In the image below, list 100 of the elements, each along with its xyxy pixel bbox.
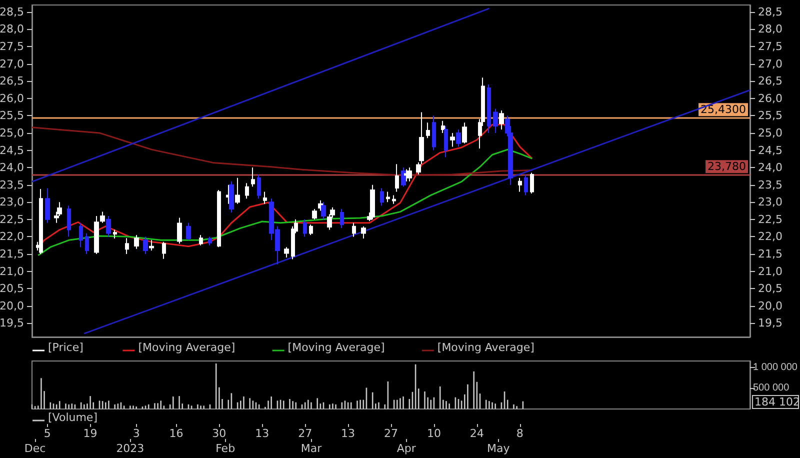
x2-tick-label: May — [487, 442, 510, 455]
candlestick — [392, 194, 396, 204]
candlestick — [361, 226, 366, 239]
candlestick — [530, 172, 534, 194]
candlestick — [251, 167, 255, 188]
y2-tick-label: 28,0 — [758, 22, 782, 36]
y2-tick-label: 19,5 — [758, 316, 782, 330]
y-tick-label: 22,0 — [0, 230, 24, 244]
candlestick — [67, 205, 71, 238]
y2-tick-label: 23,5 — [758, 178, 782, 192]
legend-label: [Moving Average] — [437, 341, 534, 354]
y-tick-label: 25,0 — [0, 126, 24, 140]
x2-tick-label: Mar — [300, 442, 322, 455]
x-tick-label: 13 — [341, 427, 356, 440]
candlestick — [432, 115, 436, 151]
candlestick — [79, 222, 83, 248]
y-tick-label: 26,5 — [0, 74, 24, 88]
x-tick-label: 16 — [169, 427, 184, 440]
y2-tick-label: 500 000 — [753, 382, 790, 394]
y2-tick-label: 25,0 — [758, 126, 782, 140]
y-tick-label: 24,5 — [0, 144, 24, 157]
y-tick-label: 27,5 — [0, 40, 24, 53]
candlestick — [312, 208, 317, 220]
y-tick-label: 26,0 — [0, 92, 24, 105]
x2-tick-label: Feb — [216, 442, 236, 455]
candlestick — [441, 120, 445, 134]
candlestick — [416, 162, 421, 175]
candlestick — [106, 215, 111, 238]
y-tick-label: 28,0 — [0, 22, 24, 36]
x-tick-label: 27 — [298, 427, 312, 440]
y2-tick-label: 20,0 — [758, 299, 782, 312]
candlestick — [45, 188, 50, 224]
y2-tick-label: 27,0 — [758, 57, 782, 70]
x2-tick-label: Dec — [24, 442, 46, 455]
y-tick-label: 21,0 — [0, 264, 24, 278]
legend-label: [Moving Average] — [288, 341, 385, 354]
x-tick-label: 30 — [212, 427, 226, 440]
candlestick — [199, 234, 203, 246]
y2-tick-label: 26,0 — [758, 92, 782, 105]
x2-tick-label: 2023 — [116, 442, 144, 455]
y-tick-label: 21,5 — [0, 248, 24, 260]
candlestick — [309, 224, 313, 236]
candlestick — [499, 110, 504, 130]
candlestick — [134, 234, 139, 250]
line-series — [37, 148, 533, 256]
candlestick — [395, 164, 399, 192]
candlestick — [235, 177, 240, 204]
candlestick — [100, 211, 105, 224]
candlestick — [450, 132, 455, 148]
y-tick-label: 28,5 — [0, 5, 24, 18]
y-tick-label: 27,0 — [0, 57, 24, 70]
y-tick-label: 20,5 — [0, 282, 24, 296]
y2-tick-label: 28,5 — [758, 5, 782, 18]
y-tick-label: 20,0 — [0, 299, 24, 312]
y2-tick-label: 24,5 — [758, 144, 782, 157]
y2-tick-label: 22,5 — [758, 212, 782, 226]
legend-label: [Volume] — [48, 411, 98, 424]
candlestick — [149, 240, 154, 252]
candlestick — [370, 184, 375, 220]
candlestick — [426, 122, 430, 139]
candlestick — [113, 229, 117, 239]
candlestick — [303, 218, 307, 238]
y2-tick-label: 22,0 — [758, 230, 782, 244]
candlestick — [245, 182, 249, 200]
x-tick-label: 3 — [132, 427, 140, 440]
x2-tick-label: Apr — [396, 442, 416, 455]
y-tick-label: 22,5 — [0, 212, 24, 226]
y2-tick-label: 26,5 — [758, 74, 782, 88]
y2-tick-label: 23,0 — [758, 196, 782, 209]
candlestick — [94, 215, 99, 254]
candlestick — [257, 174, 261, 200]
x-tick-label: 27 — [384, 427, 398, 440]
candlestick — [229, 180, 234, 213]
ref-line-label: 23,780 — [708, 160, 746, 174]
y2-tick-label: 25,5 — [758, 109, 782, 122]
y2-tick-label: 20,5 — [758, 282, 782, 296]
y2-tick-label: 21,5 — [758, 248, 782, 260]
y2-tick-label: 21,0 — [758, 264, 782, 278]
candlestick — [186, 222, 191, 241]
candlestick — [125, 238, 129, 254]
y-tick-label: 25,5 — [0, 109, 24, 122]
x-tick-label: 13 — [255, 427, 270, 440]
candlestick — [143, 236, 148, 254]
candlestick — [39, 188, 43, 254]
ref-line-label: 25,4300 — [700, 103, 746, 116]
x-tick-label: 10 — [426, 427, 441, 440]
candlestick — [284, 246, 289, 258]
candlestick — [85, 232, 89, 254]
candlestick — [456, 129, 461, 148]
y-tick-label: 23,5 — [0, 178, 24, 192]
y2-tick-label: 1 000 000 — [753, 362, 798, 373]
candlestick — [386, 191, 390, 203]
candlestick — [407, 167, 412, 182]
candlestick — [208, 236, 212, 246]
candlestick — [518, 177, 522, 192]
x-tick-label: 8 — [516, 427, 524, 440]
y-tick-label: 24,0 — [0, 161, 24, 174]
candlestick — [493, 108, 498, 134]
candlestick — [217, 190, 221, 248]
candlestick — [177, 217, 182, 244]
